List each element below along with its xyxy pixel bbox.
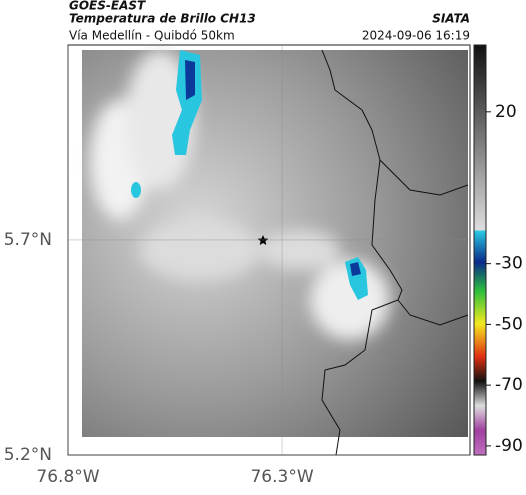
colorbar <box>473 44 487 456</box>
product: Temperatura de Brillo CH13 <box>69 12 256 26</box>
colorbar-tick-label: -50 <box>495 314 523 334</box>
border <box>321 49 403 456</box>
cold-core <box>350 262 361 276</box>
x-tick-label: 76.3°W <box>250 467 313 487</box>
colorbar-tick-label: -30 <box>495 254 523 274</box>
x-tick-label: 76.8°W <box>36 467 99 487</box>
cold-cloud <box>131 182 141 198</box>
border <box>379 159 469 196</box>
border <box>397 299 469 326</box>
colorbar-tick-label: 20 <box>495 102 517 122</box>
cold-core <box>185 60 195 100</box>
region: Vía Medellín - Quibdó 50km <box>69 29 235 43</box>
imagery <box>82 49 469 456</box>
colorbar-tick-label: -90 <box>495 436 523 456</box>
y-tick-label: 5.7°N <box>4 230 52 250</box>
colorbar-tick-label: -70 <box>495 375 523 395</box>
satellite: GOES-EAST <box>69 0 146 13</box>
datetime: 2024-09-06 16:19 <box>362 29 470 43</box>
y-tick-label: 5.2°N <box>4 445 52 465</box>
source: SIATA <box>432 12 470 26</box>
